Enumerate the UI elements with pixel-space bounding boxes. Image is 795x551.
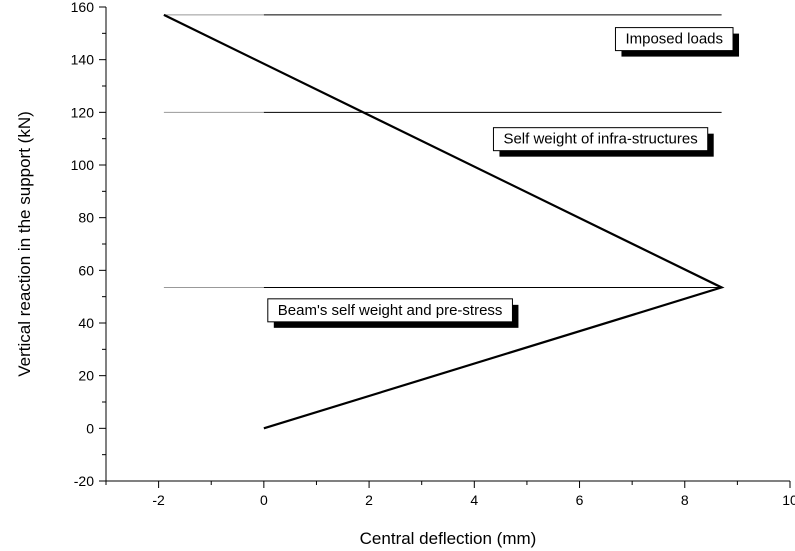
series-line bbox=[163, 13, 725, 430]
x-tick-label: 6 bbox=[576, 492, 584, 508]
x-tick-label: 8 bbox=[681, 492, 689, 508]
y-tick-label: 0 bbox=[86, 420, 94, 436]
y-tick-label: 100 bbox=[71, 157, 95, 173]
reference-lines bbox=[163, 14, 722, 288]
series-layer bbox=[163, 13, 725, 430]
y-tick-label: 160 bbox=[71, 0, 95, 15]
x-tick-label: 2 bbox=[365, 492, 373, 508]
annotation-box: Self weight of infra-structures bbox=[492, 127, 714, 157]
annotation-label: Self weight of infra-structures bbox=[503, 131, 697, 148]
x-tick-label: -2 bbox=[152, 492, 165, 508]
y-tick-label: 40 bbox=[78, 315, 94, 331]
y-axis-label: Vertical reaction in the support (kN) bbox=[15, 111, 34, 377]
y-tick-label: 80 bbox=[78, 210, 94, 226]
x-axis-ticks: -2 0 2 4 6 8 10 bbox=[105, 481, 795, 508]
x-tick-label: 4 bbox=[470, 492, 478, 508]
annotation-label: Beam's self weight and pre-stress bbox=[278, 302, 503, 319]
y-tick-label: 140 bbox=[71, 52, 95, 68]
annotations: Imposed loads Self weight of infra-struct… bbox=[267, 27, 740, 328]
x-tick-label: 0 bbox=[260, 492, 268, 508]
y-tick-label: 120 bbox=[71, 104, 95, 120]
annotation-frame bbox=[614, 27, 734, 52]
annotation-box: Beam's self weight and pre-stress bbox=[267, 298, 519, 328]
annotation-frame bbox=[492, 127, 709, 152]
y-axis-ticks: -20 0 20 40 60 80 100 120 140 160 bbox=[71, 0, 106, 489]
annotation-label: Imposed loads bbox=[625, 31, 723, 48]
y-tick-label: -20 bbox=[74, 473, 94, 489]
annotation-frame bbox=[267, 298, 513, 323]
y-tick-label: 60 bbox=[78, 262, 94, 278]
x-axis-label: Central deflection (mm) bbox=[360, 529, 537, 548]
y-tick-label: 20 bbox=[78, 368, 94, 384]
x-tick-label: 10 bbox=[782, 492, 795, 508]
annotation-box: Imposed loads bbox=[614, 27, 740, 57]
